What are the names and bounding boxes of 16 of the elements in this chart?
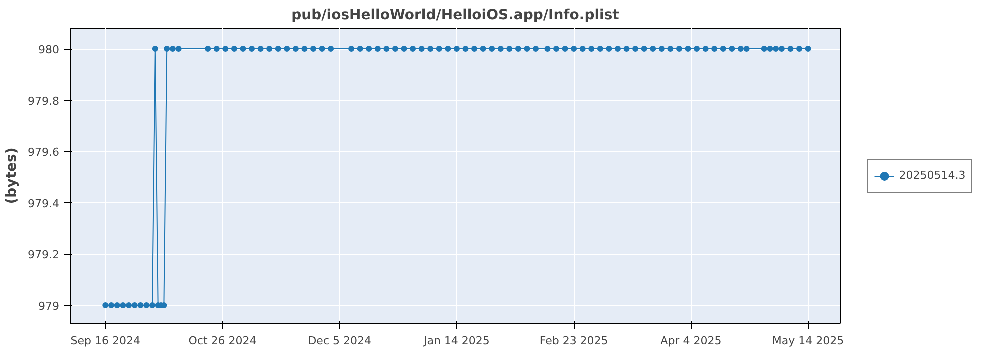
y-tick-label: 979.8 [28,94,60,108]
y-tick-label: 979.4 [28,197,60,210]
x-tick-label: Dec 5 2024 [308,334,372,348]
x-tick-label: Sep 16 2024 [70,334,140,348]
y-tick-label: 979 [38,300,60,314]
x-tick-label: Oct 26 2024 [188,334,257,348]
y-tick-label: 980 [38,44,60,57]
chart-title: pub/iosHelloWorld/HelloiOS.app/Info.plist [292,8,620,24]
legend-label: 20250514.3 [899,169,966,182]
x-tick-label: May 14 2025 [772,334,844,348]
x-tick-label: Apr 4 2025 [660,334,722,348]
x-tick-label: Jan 14 2025 [422,334,490,348]
y-tick-label: 979.6 [28,146,60,160]
x-tick-label: Feb 23 2025 [540,334,608,348]
y-tick-label: 979.2 [28,248,60,262]
y-axis-title: (bytes) [4,148,20,204]
